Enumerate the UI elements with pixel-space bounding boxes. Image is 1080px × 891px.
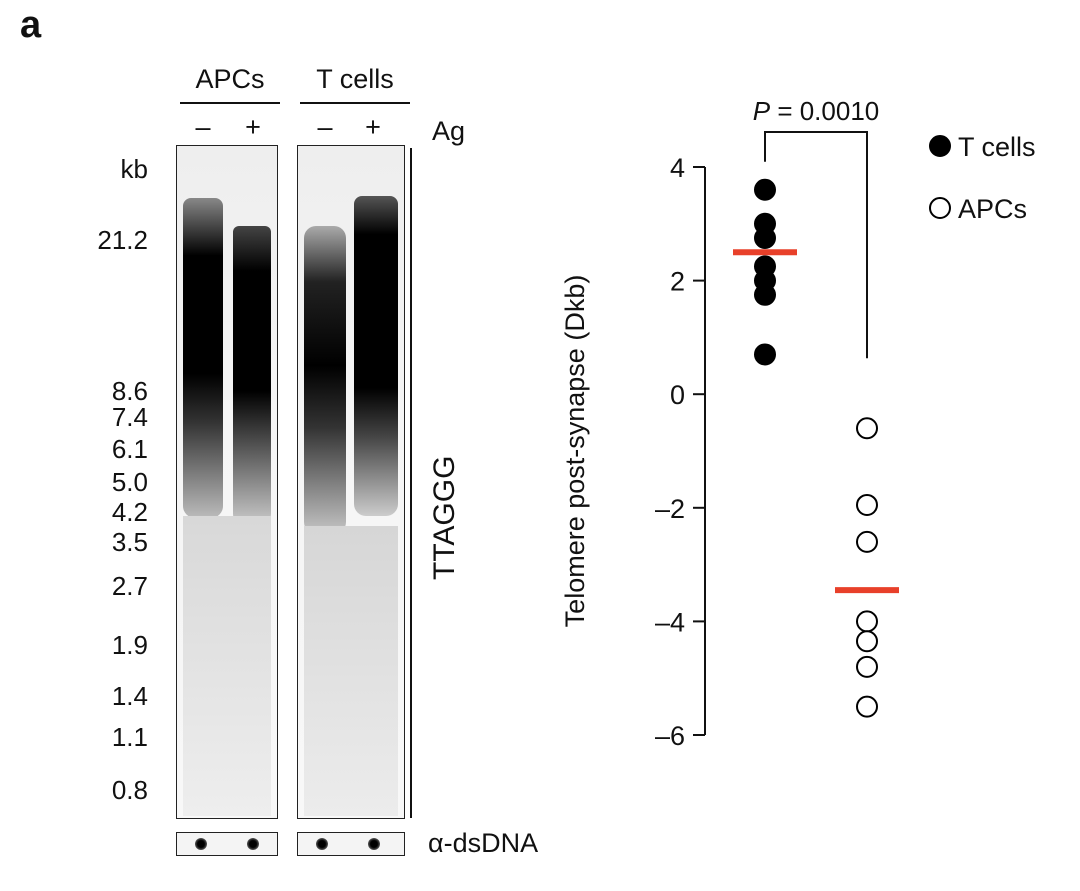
blot-dot [195, 838, 207, 850]
kb-marker-label: 4.2 [111, 496, 148, 527]
lane-sign-tcells-minus: – [317, 112, 333, 142]
telomere-scatter-chart: 4 2 0 –2 –4 –6 Telomere post-synapse (Dkb) P … [560, 96, 1036, 751]
kb-marker-label: 3.5 [111, 527, 148, 558]
blot-dot [316, 838, 328, 850]
mean-lines [733, 249, 899, 594]
group-rule-apcs [180, 102, 280, 104]
legend-marker [929, 197, 951, 219]
legend-label: APCs [958, 194, 1027, 224]
kb-header: kb [120, 154, 148, 184]
apc-point [856, 530, 878, 553]
kb-marker-label: 0.8 [111, 775, 148, 805]
panel-label: a [20, 4, 42, 46]
probe-label: TTAGGG [428, 455, 461, 580]
data-points [754, 178, 878, 718]
kb-marker-label: 5.0 [111, 467, 148, 498]
gel-lane-smear [304, 226, 346, 536]
apc-point [856, 493, 878, 516]
kb-marker-label: 21.2 [97, 225, 148, 255]
kb-marker-label: 2.7 [111, 570, 148, 601]
significance-bracket-line [764, 131, 868, 359]
kb-marker-label: 1.9 [111, 629, 148, 660]
apc-point [856, 630, 878, 653]
y-tick-label: –4 [655, 607, 685, 637]
apc-point [856, 695, 878, 718]
group-header-rule-tcells [300, 102, 410, 104]
group-header-apcs: APCs [195, 64, 265, 94]
p-value-annotation: P = 0.0010 [753, 96, 880, 126]
kb-marker-label: 8.6 [111, 376, 148, 407]
y-tick-label: –2 [655, 494, 685, 524]
tcell-point [754, 343, 776, 366]
y-tick-label: 0 [670, 380, 685, 410]
blot-dot [368, 838, 380, 850]
kb-marker-label: 1.4 [111, 681, 148, 712]
tcell-point [754, 283, 776, 306]
lane-sign-tcells-plus: + [365, 112, 381, 142]
blot-dot [247, 838, 259, 850]
y-axis-ticks: 4 2 0 –2 –4 –6 [655, 153, 705, 751]
group-header-tcells: T cells [316, 64, 394, 94]
y-tick-label: –6 [655, 721, 685, 751]
gel-lane-tail [304, 526, 398, 816]
legend-label: T cells [958, 132, 1036, 162]
gel-lane-smear [183, 198, 223, 518]
gel-blot-tcells [297, 145, 405, 819]
condition-label: Ag [432, 116, 466, 146]
tcell-point [754, 227, 776, 249]
y-tick-label: 2 [670, 267, 685, 297]
gel-lane-tail [183, 516, 271, 816]
legend-marker [929, 135, 951, 157]
kb-marker-label: 6.1 [111, 434, 148, 465]
legend: T cells APCs [929, 132, 1036, 224]
significance-bracket [764, 131, 868, 359]
y-tick-label: 4 [670, 153, 685, 183]
lane-sign-apcs-minus: – [195, 112, 211, 142]
dot-blot-apcs [176, 832, 278, 856]
kb-marker-label: 1.1 [111, 721, 148, 752]
gel-lane-smear [354, 196, 398, 516]
gel-lane-smear [233, 226, 271, 526]
dot-blot-tcells [297, 832, 405, 856]
lane-sign-apcs-plus: + [245, 112, 261, 142]
apc-point [856, 610, 878, 633]
y-axis-label: Telomere post-synapse (Dkb) [560, 275, 590, 628]
probe-bracket [410, 148, 412, 818]
apc-point [856, 655, 878, 678]
kb-marker-label: 7.4 [111, 401, 148, 432]
apc-point [856, 417, 878, 440]
gel-blot-apcs [176, 145, 278, 819]
loading-control-label: α-dsDNA [428, 828, 539, 858]
tcell-point [754, 178, 776, 201]
